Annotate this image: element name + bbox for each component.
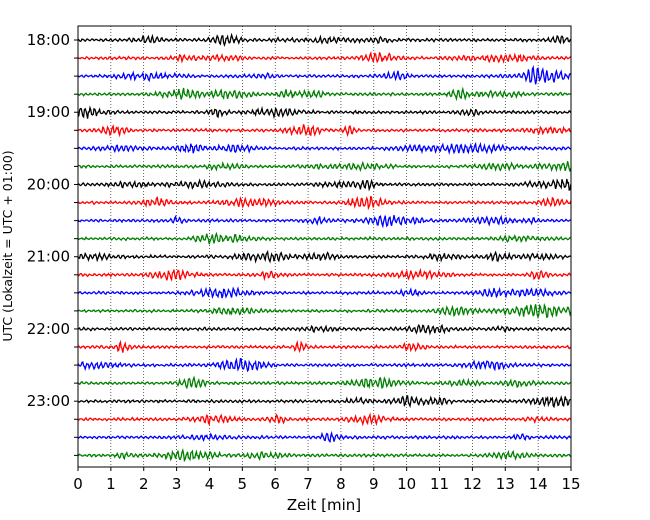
- seismic-trace: [77, 448, 572, 463]
- seismic-trace: [77, 249, 572, 264]
- y-axis-label: UTC (Lokalzeit = UTC + 01:00): [0, 150, 15, 341]
- seismic-traces: [77, 32, 572, 463]
- x-tick-label: 10: [397, 475, 416, 493]
- x-tick-label: 6: [270, 475, 280, 493]
- seismic-trace: [77, 124, 572, 138]
- seismic-trace: [77, 141, 572, 155]
- seismic-trace: [77, 105, 572, 120]
- seismic-trace: [77, 323, 571, 336]
- seismic-trace: [77, 394, 571, 409]
- seismic-trace: [77, 195, 572, 211]
- seismic-trace: [77, 302, 572, 320]
- x-tick-label: 12: [463, 475, 482, 493]
- x-tick-label: 0: [73, 475, 83, 493]
- seismic-trace: [77, 339, 572, 354]
- seismic-trace: [77, 375, 572, 390]
- x-tick-label: 14: [529, 475, 548, 493]
- y-tick-label: 23:00: [27, 392, 70, 410]
- y-tick-label: 19:00: [27, 103, 70, 121]
- seismic-trace: [77, 267, 572, 282]
- seismic-trace: [77, 178, 572, 192]
- seismic-trace: [77, 64, 572, 85]
- seismic-trace: [77, 86, 571, 102]
- seismic-trace: [77, 412, 572, 427]
- seismic-trace: [77, 286, 572, 300]
- seismic-trace: [77, 231, 571, 245]
- x-tick-label: 7: [303, 475, 313, 493]
- x-tick-label: 15: [561, 475, 580, 493]
- y-tick-label: 18:00: [27, 31, 70, 49]
- x-tick-label: 13: [496, 475, 515, 493]
- x-tick-label: 4: [205, 475, 215, 493]
- seismic-trace: [77, 51, 572, 64]
- y-tick-label: 22:00: [27, 320, 70, 338]
- x-tick-label: 1: [106, 475, 116, 493]
- x-tick-label: 5: [238, 475, 248, 493]
- y-axis: 18:00 19:00 20:00 21:00 22:00 23:00: [27, 31, 78, 456]
- seismic-trace: [77, 430, 571, 444]
- x-tick-label: 11: [430, 475, 449, 493]
- x-axis: 0 1 2 3 4 5 6 7 8 9 10 11 12 13 14 15: [73, 467, 581, 493]
- x-tick-label: 8: [336, 475, 346, 493]
- seismic-trace: [77, 160, 572, 173]
- x-axis-label: Zeit [min]: [287, 496, 361, 514]
- y-tick-label: 20:00: [27, 175, 70, 193]
- y-tick-label: 21:00: [27, 248, 70, 266]
- seismic-trace: [77, 357, 572, 373]
- seismic-trace: [77, 214, 571, 229]
- x-tick-label: 9: [369, 475, 379, 493]
- x-tick-label: 2: [139, 475, 149, 493]
- plot-frame: [77, 25, 572, 468]
- x-tick-label: 3: [172, 475, 182, 493]
- seismic-trace: [77, 32, 572, 48]
